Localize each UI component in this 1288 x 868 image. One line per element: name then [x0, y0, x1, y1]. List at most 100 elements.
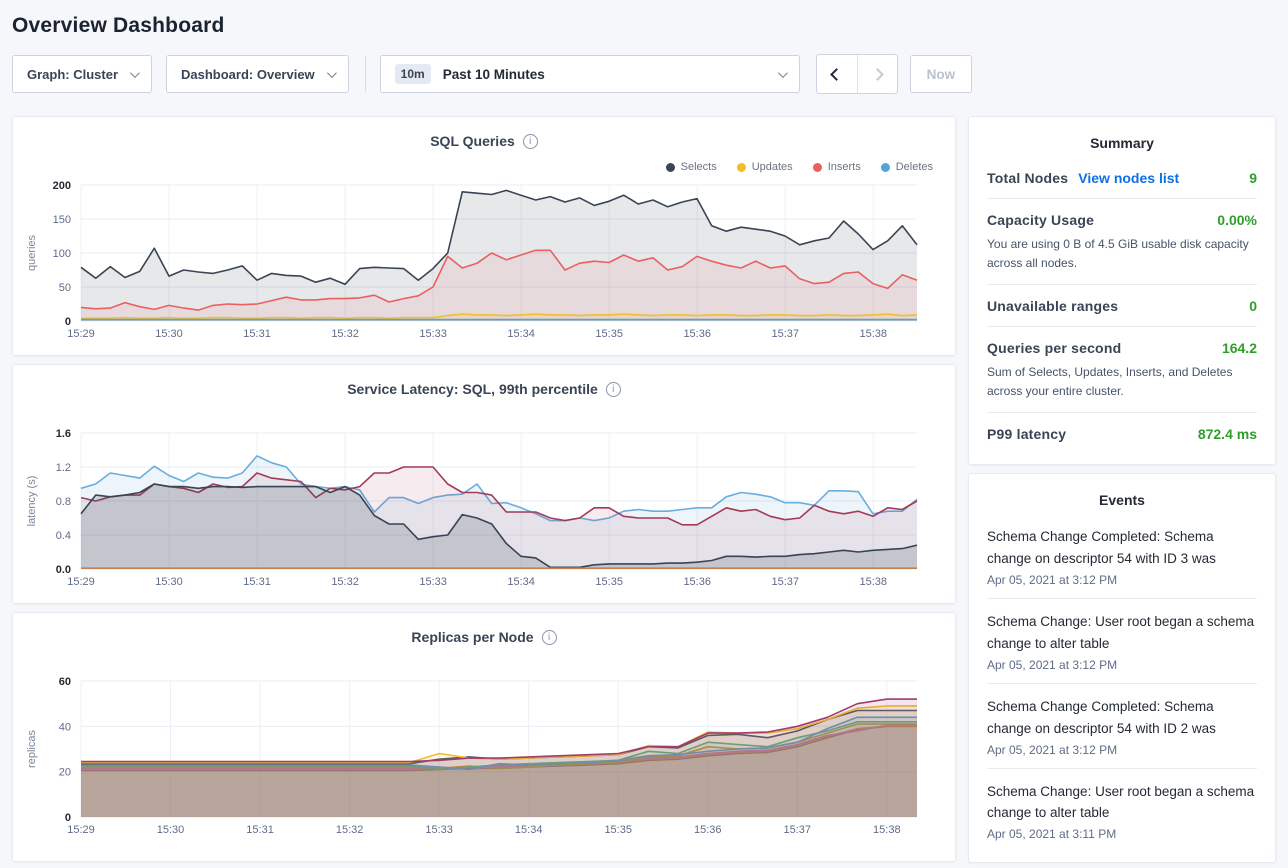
y-tick-label: 0.4	[56, 530, 71, 542]
series-line	[80, 249, 918, 311]
dashboard-dropdown[interactable]: Dashboard: Overview	[166, 55, 349, 93]
summary-row: P99 latency 872.4 ms	[987, 413, 1257, 454]
x-tick-label: 15:32	[331, 328, 359, 340]
summary-rows: Total Nodes View nodes list 9 Capacity Usag…	[987, 157, 1257, 454]
info-icon[interactable]	[541, 629, 557, 645]
view-nodes-link[interactable]: View nodes list	[1078, 170, 1180, 186]
y-tick-label: 0	[65, 812, 71, 824]
event-timestamp: Apr 05, 2021 at 3:11 PM	[987, 827, 1117, 842]
y-tick-label: 1.6	[56, 428, 71, 440]
x-tick-label: 15:32	[331, 576, 359, 588]
summary-value: 9	[1249, 170, 1257, 186]
x-tick-label: 15:34	[515, 824, 543, 836]
summary-label: Total Nodes	[987, 170, 1069, 186]
summary-value: 0	[1249, 298, 1257, 315]
now-button[interactable]: Now	[909, 55, 973, 93]
series-line	[81, 725, 917, 771]
event-timestamp: Apr 05, 2021 at 3:12 PM	[987, 657, 1118, 672]
event-text: Schema Change Completed: Schema change o…	[987, 698, 1216, 736]
summary-title: Summary	[1090, 135, 1154, 151]
time-range-selector[interactable]: 10m Past 10 Minutes	[379, 55, 800, 93]
legend-dot-icon	[736, 162, 746, 172]
series-line	[80, 483, 918, 569]
x-tick-label: 15:29	[67, 576, 95, 588]
dashboard-dropdown-label: Dashboard: Overview	[181, 66, 315, 82]
chart-header: Replicas per Node	[21, 613, 947, 647]
summary-label: Capacity Usage	[987, 212, 1095, 228]
y-tick-label: 40	[59, 721, 71, 733]
legend-label: Inserts	[827, 161, 861, 173]
time-range-badge: 10m	[394, 64, 431, 84]
summary-subtext: You are using 0 B of 4.5 GiB usable disk…	[987, 237, 1249, 270]
x-tick-label: 15:38	[860, 576, 888, 588]
x-tick-label: 15:31	[243, 576, 271, 588]
x-tick-label: 15:34	[507, 328, 535, 340]
summary-value: 872.4 ms	[1197, 426, 1257, 443]
event-item: Schema Change: User root began a schema …	[987, 599, 1257, 684]
x-tick-label: 15:37	[771, 328, 799, 340]
summary-row: Queries per second 164.2 Sum of Selects, U…	[987, 327, 1257, 414]
charts-column: SQL Queries Selects Updates Inserts Deletes…	[12, 116, 956, 862]
x-tick-label: 15:36	[683, 576, 711, 588]
main-content: SQL Queries Selects Updates Inserts Deletes…	[0, 116, 1288, 864]
chart-header: Service Latency: SQL, 99th percentile	[21, 365, 947, 399]
chevron-left-icon	[830, 67, 844, 81]
info-icon[interactable]	[605, 381, 621, 397]
event-timestamp: Apr 05, 2021 at 3:12 PM	[987, 573, 1118, 588]
events-title: Events	[1099, 492, 1145, 509]
time-prev-button[interactable]	[817, 55, 857, 93]
y-axis-label: queries	[26, 234, 38, 271]
x-tick-label: 15:32	[336, 824, 364, 836]
x-tick-label: 15:35	[595, 328, 623, 340]
y-tick-label: 20	[59, 767, 71, 779]
x-tick-label: 15:29	[67, 824, 95, 836]
summary-label: Queries per second	[987, 340, 1122, 357]
series-line	[81, 698, 917, 763]
info-icon[interactable]	[522, 133, 538, 149]
graph-dropdown[interactable]: Graph: Cluster	[12, 55, 153, 93]
chart-title: SQL Queries	[430, 133, 515, 149]
summary-value: 0.00%	[1217, 212, 1257, 228]
y-tick-label: 1.2	[56, 462, 71, 474]
chart-card-sql-queries: SQL Queries Selects Updates Inserts Deletes…	[12, 116, 956, 356]
legend-label: Updates	[751, 161, 793, 173]
summary-value: 164.2	[1221, 340, 1257, 357]
chart-card-replicas-per-node: Replicas per Node 15:29 15:30 15:31 15:32 15…	[12, 612, 956, 862]
y-tick-label: 200	[53, 180, 71, 192]
summary-row: Total Nodes View nodes list 9	[987, 157, 1257, 199]
legend-item-deletes: Deletes	[880, 161, 933, 173]
legend-dot-icon	[880, 162, 890, 172]
series-line	[81, 724, 917, 771]
legend-label: Deletes	[895, 161, 933, 173]
toolbar: Graph: Cluster Dashboard: Overview 10m P…	[12, 54, 1276, 94]
event-timestamp: Apr 05, 2021 at 3:12 PM	[987, 742, 1118, 757]
time-window-arrows	[815, 54, 898, 94]
series-line	[81, 705, 917, 764]
summary-label: P99 latency	[987, 426, 1067, 443]
service-latency-plot: 15:29 15:30 15:31 15:32 15:33 15:34 15:35 15:36…	[26, 428, 918, 588]
x-tick-label: 15:31	[246, 824, 274, 836]
legend-item-inserts: Inserts	[812, 161, 861, 173]
y-tick-label: 60	[59, 676, 71, 688]
summary-row: Capacity Usage 0.00% You are using 0 B of …	[987, 199, 1257, 286]
x-tick-label: 15:35	[604, 824, 632, 836]
event-item: Schema Change: User root began a schema …	[987, 769, 1257, 853]
y-tick-label: 100	[53, 248, 71, 260]
time-next-button[interactable]	[856, 55, 897, 93]
chart-card-service-latency: Service Latency: SQL, 99th percentile 15…	[12, 364, 956, 604]
replicas-per-node-plot: 15:29 15:30 15:31 15:32 15:33 15:34 15:35 15:36…	[26, 676, 917, 836]
time-range-label: Past 10 Minutes	[442, 66, 545, 82]
event-item: Schema Change Completed: Schema change o…	[987, 514, 1257, 600]
x-tick-label: 15:34	[507, 576, 535, 588]
summary-row: Unavailable ranges 0	[987, 285, 1257, 328]
side-column: Summary Total Nodes View nodes list 9 Capac…	[968, 116, 1276, 864]
chevron-down-icon	[326, 67, 337, 78]
x-tick-label: 15:30	[157, 824, 185, 836]
x-tick-label: 15:30	[155, 576, 183, 588]
x-tick-label: 15:37	[771, 576, 799, 588]
legend-dot-icon	[812, 162, 822, 172]
series-line	[80, 189, 918, 286]
event-text: Schema Change: User root began a schema …	[987, 783, 1255, 821]
x-tick-label: 15:38	[860, 328, 888, 340]
